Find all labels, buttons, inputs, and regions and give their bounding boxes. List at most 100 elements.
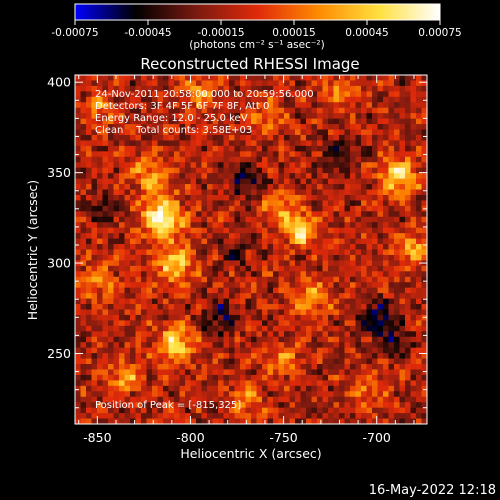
heatmap-cell [97,385,103,392]
heatmap-cell [416,124,422,130]
heatmap-cell [388,96,395,103]
heatmap-cell [372,178,378,185]
heatmap-cell [388,85,395,92]
heatmap-cell [267,407,274,414]
heatmap-cell [284,129,290,136]
heatmap-cell [267,162,274,169]
heatmap-cell [388,145,395,152]
heatmap-cell [108,369,114,376]
heatmap-cell [300,265,307,272]
heatmap-cell [108,244,114,250]
heatmap-cell [410,124,417,130]
heatmap-cell [80,347,87,354]
heatmap-cell [196,222,202,229]
heatmap-cell [361,189,367,196]
heatmap-cell [328,173,334,180]
heatmap-cell [234,402,241,409]
heatmap-cell [421,364,428,370]
heatmap-cell [207,265,213,272]
heatmap-cell [366,129,373,136]
heatmap-cell [355,113,362,120]
heatmap-cell [372,418,378,425]
heatmap-cell [234,309,241,316]
heatmap-cell [245,91,252,98]
heatmap-cell [355,331,362,338]
heatmap-cell [218,298,224,305]
heatmap-cell [388,325,395,332]
heatmap-cell [124,407,131,414]
heatmap-cell [141,369,147,376]
heatmap-cell [366,124,373,130]
heatmap-cell [421,396,428,403]
heatmap-cell [251,167,257,174]
heatmap-cell [289,167,296,174]
heatmap-cell [278,369,285,376]
heatmap-cell [124,194,131,201]
heatmap-cell [141,129,147,136]
heatmap-cell [267,205,274,212]
heatmap-cell [185,178,191,185]
heatmap-cell [289,304,296,310]
heatmap-cell [130,194,136,201]
heatmap-cell [152,102,158,109]
heatmap-cell [289,91,296,98]
heatmap-cell [256,418,263,425]
heatmap-cell [179,194,186,201]
heatmap-cell [350,369,356,376]
heatmap-cell [278,407,285,414]
heatmap-cell [80,140,87,147]
heatmap-cell [295,211,301,218]
heatmap-cell [300,113,307,120]
heatmap-cell [146,233,153,239]
heatmap-cell [421,85,428,92]
heatmap-cell [119,347,125,354]
heatmap-cell [146,276,153,283]
heatmap-cell [240,287,246,294]
heatmap-cell [295,402,301,409]
heatmap-cell [97,194,103,201]
heatmap-cell [311,178,318,185]
heatmap-cell [311,265,318,272]
heatmap-cell [278,287,285,294]
heatmap-cell [212,413,219,419]
heatmap-cell [168,353,175,359]
heatmap-cell [245,325,252,332]
heatmap-cell [212,304,219,310]
heatmap-cell [196,407,202,414]
heatmap-cell [157,298,164,305]
heatmap-cell [322,298,329,305]
heatmap-cell [97,374,103,381]
heatmap-cell [157,407,164,414]
heatmap-cell [262,391,268,398]
heatmap-cell [377,282,384,289]
heatmap-cell [207,96,213,103]
heatmap-cell [262,184,268,190]
heatmap-cell [163,205,169,212]
heatmap-cell [113,124,120,130]
heatmap-cell [300,75,307,81]
heatmap-cell [311,293,318,299]
heatmap-cell [80,304,87,310]
heatmap-cell [377,407,384,414]
heatmap-cell [146,353,153,359]
heatmap-cell [388,380,395,387]
heatmap-cell [168,271,175,278]
heatmap-cell [179,314,186,321]
heatmap-cell [97,369,103,376]
heatmap-cell [212,282,219,289]
heatmap-cell [119,134,125,141]
heatmap-cell [383,325,389,332]
heatmap-cell [196,178,202,185]
heatmap-cell [306,216,312,223]
heatmap-cell [97,102,103,109]
heatmap-cell [75,75,81,81]
heatmap-cell [190,134,197,141]
heatmap-cell [339,304,345,310]
heatmap-cell [135,402,142,409]
heatmap-cell [410,244,417,250]
heatmap-cell [201,314,208,321]
heatmap-cell [135,304,142,310]
heatmap-cell [339,211,345,218]
heatmap-cell [251,244,257,250]
heatmap-cell [102,369,109,376]
